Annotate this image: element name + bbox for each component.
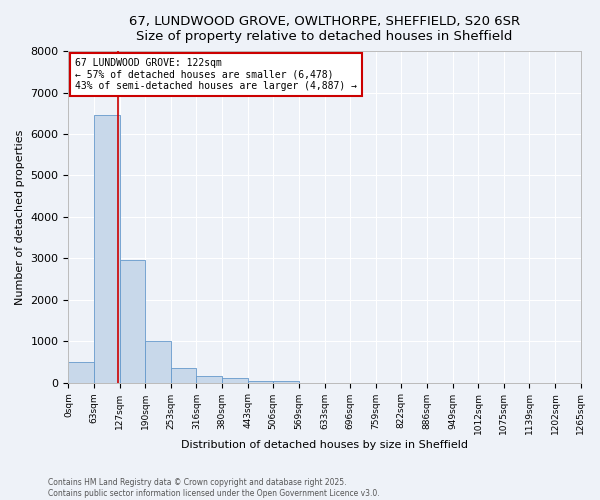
Bar [171,368,196,382]
Bar [94,116,120,382]
Bar [196,376,222,382]
Bar [248,380,273,382]
Bar [120,260,145,382]
Title: 67, LUNDWOOD GROVE, OWLTHORPE, SHEFFIELD, S20 6SR
Size of property relative to d: 67, LUNDWOOD GROVE, OWLTHORPE, SHEFFIELD… [129,15,520,43]
Bar [68,362,94,382]
Bar [145,341,171,382]
Text: 67 LUNDWOOD GROVE: 122sqm
← 57% of detached houses are smaller (6,478)
43% of se: 67 LUNDWOOD GROVE: 122sqm ← 57% of detac… [76,58,358,92]
Text: Contains HM Land Registry data © Crown copyright and database right 2025.
Contai: Contains HM Land Registry data © Crown c… [48,478,380,498]
Bar [222,378,248,382]
X-axis label: Distribution of detached houses by size in Sheffield: Distribution of detached houses by size … [181,440,468,450]
Y-axis label: Number of detached properties: Number of detached properties [15,129,25,304]
Bar [273,380,299,382]
